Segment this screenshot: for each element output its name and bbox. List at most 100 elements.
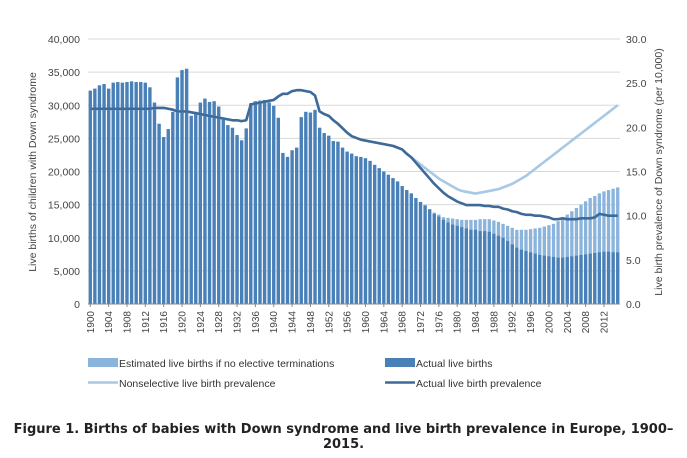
estimated-bar — [583, 201, 588, 304]
actual-bar — [194, 111, 198, 304]
actual-bar — [331, 141, 336, 304]
y2-tick-label: 5.0 — [626, 255, 641, 267]
actual-bar — [446, 222, 450, 304]
y-tick-label: 10,000 — [48, 233, 80, 245]
prevalence-lines — [90, 88, 619, 221]
actual-bar — [189, 115, 193, 304]
estimated-bar — [579, 204, 583, 304]
actual-bar — [565, 256, 569, 304]
x-tick-label: 1988 — [489, 311, 500, 334]
actual-bar — [616, 252, 620, 304]
actual-bar — [418, 201, 423, 304]
actual-bar — [533, 253, 537, 304]
actual-bars — [88, 68, 620, 305]
y-tick-label: 0 — [74, 299, 80, 311]
actual-bar — [171, 111, 175, 304]
x-tick-label: 1996 — [526, 311, 537, 334]
actual-bar — [162, 137, 166, 304]
estimated-bar — [597, 193, 602, 304]
actual-bar — [125, 82, 129, 304]
actual-bar — [139, 82, 143, 304]
legend-swatch — [385, 358, 415, 367]
x-tick-label: 1984 — [471, 311, 482, 334]
x-tick-label: 1900 — [86, 311, 97, 334]
y-axis-label: Live births of children with Down syndro… — [27, 72, 39, 272]
x-tick-label: 1972 — [416, 311, 427, 334]
actual-bar — [299, 117, 303, 304]
actual-bar — [593, 252, 597, 304]
actual-bar — [597, 252, 602, 304]
actual-bar — [258, 100, 262, 304]
actual-bar — [175, 77, 180, 304]
actual-bar — [262, 99, 267, 304]
actual-bar — [295, 147, 299, 304]
actual-bar — [524, 251, 528, 304]
actual-bar — [157, 123, 161, 304]
actual-bar — [198, 102, 203, 304]
actual-bar — [478, 231, 482, 304]
x-tick-labels: 1900 1904 1908 1912 1916 1920 1924 1928 1932 1936… — [86, 311, 611, 334]
actual-bar — [102, 84, 106, 304]
x-tick-label: 1944 — [288, 311, 299, 334]
actual-bar — [350, 153, 354, 304]
actual-bar — [519, 249, 524, 304]
legend: Estimated live births if no elective ter… — [88, 358, 542, 390]
actual-bar — [551, 256, 556, 304]
y2-axis-label: Live birth prevalence of Down syndrome (… — [653, 48, 665, 295]
x-tick-label: 1928 — [214, 311, 225, 334]
actual-bar — [400, 186, 404, 304]
actual-bar — [432, 213, 436, 304]
actual-bar — [336, 141, 340, 304]
actual-bar — [377, 168, 381, 304]
actual-bar — [510, 244, 514, 304]
actual-bar — [106, 88, 111, 304]
y-tick-label: 40,000 — [48, 34, 80, 46]
x-tick-label: 1904 — [104, 311, 115, 334]
y-tick-label: 30,000 — [48, 100, 80, 112]
x-tick-label: 1960 — [361, 311, 372, 334]
actual-bar — [120, 82, 125, 304]
legend-label: Actual live births — [416, 358, 492, 370]
actual-bar — [464, 228, 469, 304]
actual-bar — [570, 256, 574, 304]
actual-bar — [473, 229, 478, 304]
actual-bar — [409, 193, 413, 304]
estimated-bar — [611, 188, 615, 304]
y-tick-label: 5,000 — [54, 266, 80, 278]
x-tick-label: 2000 — [544, 311, 555, 334]
actual-bar — [304, 111, 308, 304]
actual-bar — [437, 216, 441, 304]
y-tick-label: 20,000 — [48, 167, 80, 179]
x-tick-label: 2008 — [581, 311, 592, 334]
actual-bar — [281, 152, 285, 304]
actual-bar — [88, 90, 92, 304]
actual-bar — [542, 255, 546, 304]
actual-bar — [528, 252, 533, 304]
actual-bar — [441, 219, 446, 304]
x-tick-label: 2004 — [563, 311, 574, 334]
actual-bar — [428, 209, 432, 304]
actual-bar — [148, 87, 152, 304]
actual-bar — [372, 164, 377, 304]
actual-bar — [340, 147, 345, 304]
actual-bar — [272, 105, 276, 304]
y2-tick-label: 0.0 — [626, 299, 641, 311]
actual-bar — [386, 174, 391, 304]
x-tick-label: 1968 — [398, 311, 409, 334]
actual-bar — [345, 151, 349, 304]
actual-bar — [97, 85, 102, 304]
figure-caption: Figure 1. Births of babies with Down syn… — [13, 422, 674, 452]
x-tick-label: 1940 — [269, 311, 280, 334]
actual-bar — [450, 224, 455, 304]
actual-bar — [368, 160, 372, 304]
actual-bar — [505, 241, 510, 304]
actual-bar — [244, 128, 248, 304]
actual-bar — [267, 102, 271, 304]
actual-bar — [414, 198, 418, 304]
actual-bar — [134, 82, 138, 304]
estimated-bar — [616, 187, 620, 304]
legend-swatch — [88, 358, 118, 367]
actual-bar — [611, 252, 615, 304]
actual-bar — [469, 229, 473, 304]
actual-bar — [602, 251, 606, 304]
